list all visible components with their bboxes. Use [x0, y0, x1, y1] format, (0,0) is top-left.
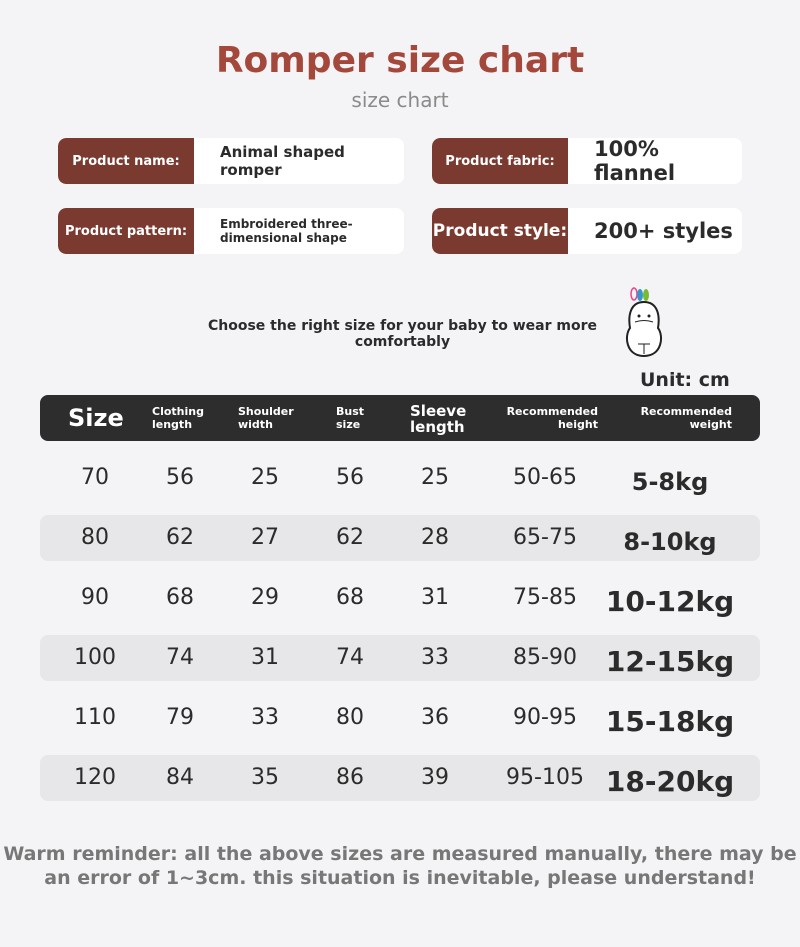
table-header: Size Clothing length Shoulder width Bust… [40, 395, 760, 441]
header-recommended-weight: Recommended weight [640, 405, 732, 431]
table-row: 80 62 27 62 28 65-75 8-10kg [40, 515, 760, 561]
page-subtitle: size chart [351, 88, 449, 112]
table-cell: 74 [166, 645, 194, 670]
table-cell: 31 [421, 585, 449, 610]
header-recommended-height: Recommended height [506, 405, 598, 431]
table-cell: 65-75 [513, 525, 577, 550]
table-row: 110 79 33 80 36 90-95 15-18kg [40, 695, 760, 741]
table-cell: 79 [166, 705, 194, 730]
header-bust-size: Bust size [336, 405, 365, 431]
header-shoulder-width: Shoulder width [238, 405, 294, 431]
table-cell: 33 [251, 705, 279, 730]
table-cell: 62 [166, 525, 194, 550]
table-row: 90 68 29 68 31 75-85 10-12kg [40, 575, 760, 621]
table-cell: 84 [166, 765, 194, 790]
table-cell: 95-105 [506, 765, 584, 790]
choose-size-text: Choose the right size for your baby to w… [207, 318, 598, 350]
table-cell: 25 [251, 465, 279, 490]
table-row: 120 84 35 86 39 95-105 18-20kg [40, 755, 760, 801]
table-row: 100 74 31 74 33 85-90 12-15kg [40, 635, 760, 681]
info-value: 200+ styles [594, 219, 733, 243]
table-cell: 68 [336, 585, 364, 610]
table-cell: 28 [421, 525, 449, 550]
table-cell: 8-10kg [623, 528, 717, 556]
table-cell: 31 [251, 645, 279, 670]
table-cell: 36 [421, 705, 449, 730]
table-cell: 86 [336, 765, 364, 790]
header-clothing-length: Clothing length [152, 405, 204, 431]
info-product-fabric: Product fabric: 100% flannel [432, 138, 742, 184]
info-label: Product name: [58, 138, 194, 184]
info-product-pattern: Product pattern: Embroidered three-dimen… [58, 208, 404, 254]
table-cell: 27 [251, 525, 279, 550]
warm-reminder: Warm reminder: all the above sizes are m… [3, 843, 797, 889]
mascot-icon [626, 287, 662, 358]
table-cell: 56 [166, 465, 194, 490]
table-cell: 120 [74, 765, 116, 790]
table-cell: 5-8kg [631, 468, 709, 496]
table-cell: 90-95 [513, 705, 577, 730]
table-cell: 50-65 [513, 465, 577, 490]
table-cell: 90 [81, 585, 109, 610]
info-value: Animal shaped romper [220, 143, 345, 179]
table-cell: 10-12kg [605, 585, 735, 618]
table-cell: 74 [336, 645, 364, 670]
info-product-name: Product name: Animal shaped romper [58, 138, 404, 184]
table-cell: 110 [74, 705, 116, 730]
header-size: Size [68, 404, 124, 432]
table-cell: 39 [421, 765, 449, 790]
table-row: 70 56 25 56 25 50-65 5-8kg [40, 455, 760, 501]
info-product-style: Product style: 200+ styles [432, 208, 742, 254]
page-title: Romper size chart [215, 40, 585, 81]
table-cell: 75-85 [513, 585, 577, 610]
table-cell: 68 [166, 585, 194, 610]
table-cell: 33 [421, 645, 449, 670]
table-cell: 12-15kg [605, 645, 735, 678]
table-cell: 18-20kg [605, 765, 735, 798]
unit-label: Unit: cm [640, 369, 730, 391]
info-label: Product pattern: [58, 208, 194, 254]
table-cell: 70 [81, 465, 109, 490]
table-cell: 56 [336, 465, 364, 490]
table-cell: 80 [336, 705, 364, 730]
table-cell: 100 [74, 645, 116, 670]
table-cell: 85-90 [513, 645, 577, 670]
table-cell: 25 [421, 465, 449, 490]
table-cell: 15-18kg [605, 705, 735, 738]
table-cell: 62 [336, 525, 364, 550]
table-cell: 29 [251, 585, 279, 610]
info-value: 100% flannel [594, 138, 676, 184]
header-sleeve-length: Sleeve length [410, 402, 467, 436]
info-value: Embroidered three-dimensional shape [220, 217, 353, 245]
table-cell: 35 [251, 765, 279, 790]
info-label: Product style: [432, 208, 568, 254]
info-label: Product fabric: [432, 138, 568, 184]
table-cell: 80 [81, 525, 109, 550]
